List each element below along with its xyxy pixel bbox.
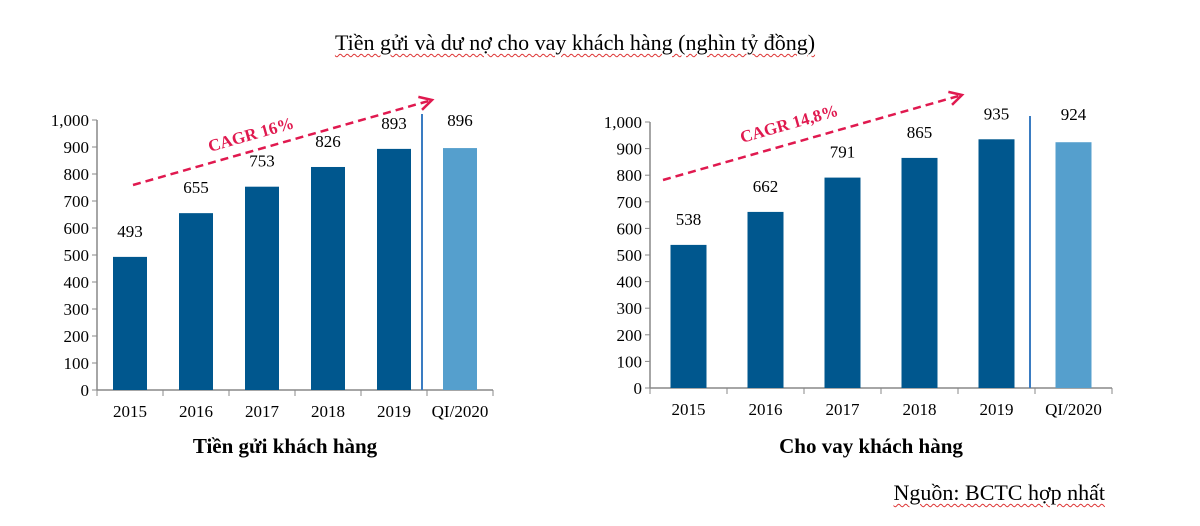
cagr-label: CAGR 16%	[206, 113, 296, 155]
y-tick-label: 300	[617, 299, 643, 318]
y-tick-label: 800	[64, 165, 90, 184]
bar-2018	[311, 166, 345, 390]
y-tick-label: 0	[634, 379, 643, 398]
data-label: 896	[447, 111, 473, 130]
data-label: 493	[117, 222, 143, 241]
data-label: 662	[753, 177, 779, 196]
x-tick-label: 2016	[179, 402, 213, 421]
y-tick-label: 100	[617, 352, 643, 371]
y-tick-label: 700	[617, 193, 643, 212]
data-label: 865	[907, 123, 933, 142]
data-label: 924	[1061, 105, 1087, 124]
x-tick-label: QI/2020	[1045, 400, 1102, 419]
y-tick-label: 400	[617, 273, 643, 292]
x-tick-label: 2015	[672, 400, 706, 419]
bar-2017	[245, 186, 279, 390]
figure-title: Tiền gửi và dư nợ cho vay khách hàng (ng…	[334, 30, 816, 55]
chart-1: 0 100 200 300 400 500 600 700 800 900 1,000 493 2015…	[51, 95, 494, 458]
data-label: 826	[315, 132, 341, 151]
arrow-head-icon	[948, 90, 965, 106]
x-axis-title: Tiền gửi khách hàng	[193, 434, 378, 458]
bar-QI/2020	[1055, 142, 1092, 388]
y-tick-label: 600	[617, 219, 643, 238]
x-tick-label: 2019	[980, 400, 1014, 419]
x-tick-label: 2018	[903, 400, 937, 419]
x-tick-label: QI/2020	[432, 402, 489, 421]
x-axis-title: Cho vay khách hàng	[779, 434, 963, 458]
data-label: 935	[984, 104, 1010, 123]
y-tick-label: 1,000	[51, 111, 89, 130]
data-label: 791	[830, 143, 856, 162]
y-tick-label: 1,000	[604, 113, 642, 132]
y-tick-label: 500	[64, 246, 90, 265]
bar-2015	[113, 256, 147, 390]
y-tick-label: 200	[64, 327, 90, 346]
x-tick-label: 2019	[377, 402, 411, 421]
bar-2017	[824, 177, 861, 388]
x-tick-label: 2017	[245, 402, 280, 421]
data-label: 893	[381, 114, 407, 133]
x-tick-label: 2017	[826, 400, 861, 419]
x-tick-label: 2018	[311, 402, 345, 421]
bar-2016	[179, 213, 213, 390]
y-tick-label: 100	[64, 354, 90, 373]
y-tick-label: 700	[64, 192, 90, 211]
y-tick-label: 800	[617, 166, 643, 185]
data-label: 753	[249, 152, 275, 171]
cagr-label: CAGR 14,8%	[738, 101, 840, 147]
y-tick-label: 900	[64, 138, 90, 157]
data-label: 538	[676, 210, 702, 229]
chart-2: 0 100 200 300 400 500 600 700 800 900 1,000 538 2015…	[604, 90, 1113, 458]
y-tick-label: 600	[64, 219, 90, 238]
data-label: 655	[183, 178, 209, 197]
bar-2016	[747, 211, 784, 388]
bar-2019	[377, 148, 411, 390]
y-tick-label: 200	[617, 326, 643, 345]
arrow-head-icon	[418, 95, 435, 111]
source-note: Nguồn: BCTC hợp nhất	[893, 480, 1105, 505]
bar-QI/2020	[443, 148, 477, 390]
y-tick-label: 900	[617, 140, 643, 159]
bar-2018	[901, 157, 938, 388]
y-tick-label: 400	[64, 273, 90, 292]
y-tick-label: 500	[617, 246, 643, 265]
y-tick-label: 0	[81, 381, 90, 400]
bar-2015	[670, 244, 707, 388]
x-tick-label: 2016	[749, 400, 783, 419]
y-tick-label: 300	[64, 300, 90, 319]
x-tick-label: 2015	[113, 402, 147, 421]
bar-2019	[978, 139, 1015, 388]
